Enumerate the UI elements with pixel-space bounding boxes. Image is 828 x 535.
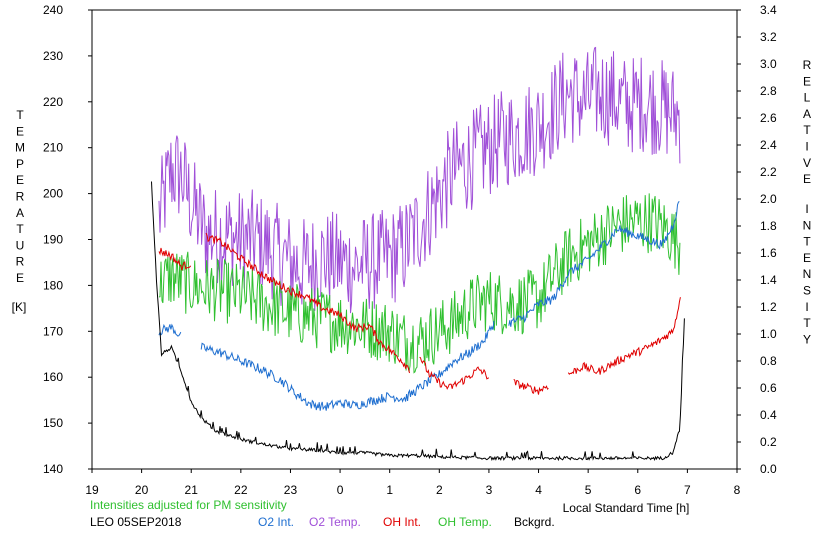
x-axis-label: Local Standard Time [h]: [563, 501, 690, 515]
x-tick-label: 19: [85, 483, 99, 497]
x-tick-label: 1: [386, 483, 393, 497]
right-tick-label: 2.2: [760, 165, 777, 179]
x-tick-label: 3: [486, 483, 493, 497]
x-tick-label: 7: [684, 483, 691, 497]
right-axis-letter: T: [803, 316, 811, 330]
right-axis-letter: I: [805, 300, 808, 314]
series-line: [513, 378, 549, 395]
right-axis-letter: R: [803, 58, 812, 72]
left-axis-letter: E: [16, 173, 24, 187]
right-tick-label: 1.8: [760, 219, 777, 233]
right-axis-letter: T: [803, 235, 811, 249]
series-line: [508, 201, 680, 327]
right-tick-label: 2.4: [760, 138, 777, 152]
x-tick-label: 2: [436, 483, 443, 497]
legend-entry: OH Temp.: [438, 515, 492, 529]
right-axis-letter: Y: [803, 332, 811, 346]
right-tick-label: 1.6: [760, 246, 777, 260]
left-axis-letter: T: [16, 108, 24, 122]
series-line: [158, 247, 192, 271]
series-line: [205, 232, 410, 374]
left-axis-letter: E: [16, 124, 24, 138]
right-tick-label: 3.2: [760, 30, 777, 44]
series-line: [200, 321, 495, 411]
left-axis-letter: R: [16, 255, 25, 269]
x-tick-label: 8: [734, 483, 741, 497]
right-tick-label: 2.8: [760, 84, 777, 98]
right-tick-label: 2.6: [760, 111, 777, 125]
left-tick-label: 160: [43, 370, 63, 384]
left-tick-label: 180: [43, 278, 63, 292]
right-axis-ticks: 0.0 0.2 0.4 0.6 0.8 1.0 1.2 1.4 1.6 1.8 2.0 2.2 2.4 2…: [737, 3, 777, 476]
right-axis-letter: N: [803, 267, 812, 281]
x-tick-label: 5: [585, 483, 592, 497]
left-tick-label: 170: [43, 324, 63, 338]
right-axis-letter: S: [803, 284, 811, 298]
left-tick-label: 190: [43, 233, 63, 247]
x-tick-label: 4: [535, 483, 542, 497]
series-line: [158, 46, 681, 314]
right-tick-label: 3.4: [760, 3, 777, 17]
legend-entry: Bckgrd.: [514, 515, 555, 529]
right-axis-letter: N: [803, 218, 812, 232]
legend-entry: O2 Temp.: [309, 515, 361, 529]
left-axis-letter: R: [16, 190, 25, 204]
left-axis-unit: [K]: [12, 300, 27, 314]
series-layer: [151, 46, 685, 462]
right-axis-letter: V: [803, 156, 811, 170]
right-tick-label: 1.0: [760, 327, 777, 341]
station-label: LEO 05SEP2018: [90, 515, 182, 529]
left-axis-letter: M: [15, 141, 25, 155]
x-tick-label: 21: [185, 483, 199, 497]
right-tick-label: 0.8: [760, 354, 777, 368]
sensitivity-note: Intensities adjusted for PM sensitivity: [90, 498, 287, 512]
left-tick-label: 150: [43, 416, 63, 430]
x-tick-label: 20: [135, 483, 149, 497]
x-tick-label: 0: [337, 483, 344, 497]
series-line: [151, 181, 685, 462]
legend-entry: O2 Int.: [258, 515, 294, 529]
series-line: [567, 297, 681, 375]
left-axis-letter: P: [16, 157, 24, 171]
series-line: [158, 323, 182, 337]
right-tick-label: 3.0: [760, 57, 777, 71]
right-tick-label: 1.4: [760, 273, 777, 287]
x-tick-label: 6: [634, 483, 641, 497]
right-axis-letter: E: [803, 172, 811, 186]
right-axis-letter: E: [803, 74, 811, 88]
right-tick-label: 0.4: [760, 408, 777, 422]
right-tick-label: 0.0: [760, 462, 777, 476]
right-tick-label: 0.2: [760, 435, 777, 449]
series-line: [158, 193, 681, 374]
right-axis-letter: I: [805, 202, 808, 216]
right-tick-label: 0.6: [760, 381, 777, 395]
right-axis-letter: I: [805, 140, 808, 154]
left-axis-letter: U: [16, 238, 25, 252]
left-axis-letter: T: [16, 222, 24, 236]
right-axis-letter: A: [803, 107, 811, 121]
legend-entry: OH Int.: [383, 515, 421, 529]
left-axis-ticks: 140 150 160 170 180 190 200 210 220 230 240: [43, 3, 92, 476]
right-axis-letter: L: [804, 91, 811, 105]
x-tick-label: 22: [234, 483, 248, 497]
left-tick-label: 230: [43, 49, 63, 63]
left-tick-label: 210: [43, 141, 63, 155]
x-axis-ticks: 19 20 21 22 23 0 1 2 3 4 5 6 7 8: [85, 469, 741, 497]
left-axis-letter: A: [16, 206, 24, 220]
right-axis-letter: E: [803, 251, 811, 265]
right-tick-label: 2.0: [760, 192, 777, 206]
left-axis-letter: E: [16, 271, 24, 285]
left-tick-label: 220: [43, 95, 63, 109]
right-tick-label: 1.2: [760, 300, 777, 314]
left-tick-label: 240: [43, 3, 63, 17]
legend: O2 Int. O2 Temp. OH Int. OH Temp. Bckgrd.: [258, 515, 555, 529]
right-axis-letter: T: [803, 123, 811, 137]
left-tick-label: 200: [43, 187, 63, 201]
x-tick-label: 23: [284, 483, 298, 497]
series-line: [419, 356, 490, 390]
left-tick-label: 140: [43, 462, 63, 476]
